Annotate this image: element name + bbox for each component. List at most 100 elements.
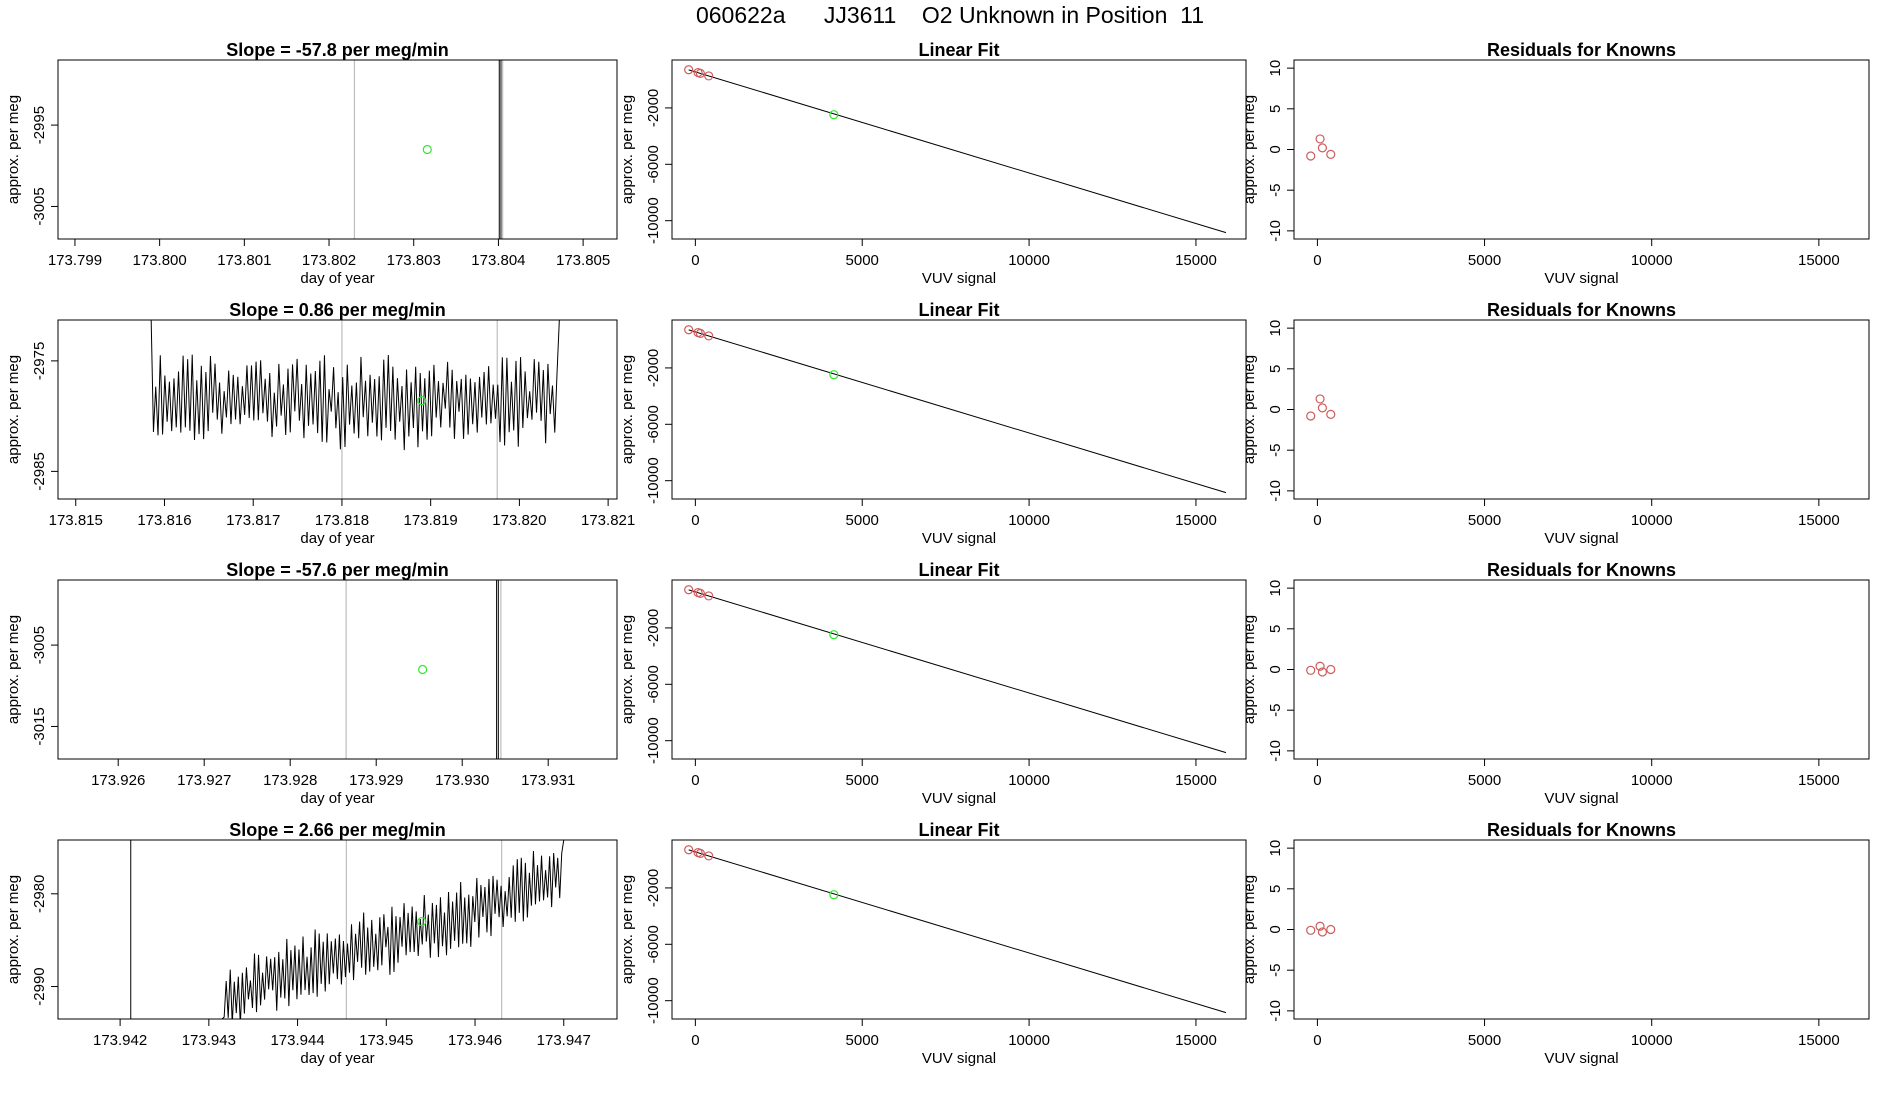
slope-r4-x-label: day of year (300, 1050, 374, 1067)
resid-r3-y-tick-label: 0 (1267, 665, 1284, 673)
fit-r3-frame (671, 579, 1247, 760)
slope-r1-frame (57, 59, 618, 240)
resid-r1-x-tick-label: 5000 (1468, 252, 1501, 269)
slope-r1-x-tick-label: 173.802 (302, 252, 356, 269)
slope-r1-plot-area (353, 60, 504, 239)
fit-r2-x-tick-label: 10000 (1008, 512, 1050, 529)
fit-r4-x-tick-label: 0 (691, 1032, 699, 1049)
fit-r3-known-point (695, 588, 705, 598)
fit-r4-frame (671, 839, 1247, 1020)
resid-r2-residual-point (1326, 409, 1336, 419)
resid-r4-x-tick-label: 15000 (1798, 1032, 1840, 1049)
slope-r4-unknown-point (417, 917, 427, 927)
resid-r2-y-tick-label: 0 (1267, 405, 1284, 413)
resid-r4-residual-point (1315, 921, 1325, 931)
fit-r1-plot-area (684, 65, 1227, 234)
fit-r2-fit-line (688, 329, 1227, 494)
resid-r4-y-tick-label: -10 (1267, 1000, 1284, 1022)
resid-r2-x-label: VUV signal (1544, 530, 1618, 547)
resid-r2-frame (1293, 319, 1870, 500)
slope-r1-x-label: day of year (300, 270, 374, 287)
resid-r4-plot-area (1306, 921, 1336, 937)
slope-r2-y-label: approx. per meg (5, 355, 22, 464)
resid-r2-x-tick-label: 0 (1313, 512, 1321, 529)
resid-r4-title: Residuals for Knowns (1487, 820, 1676, 840)
fit-r1-known-point (695, 68, 705, 78)
slope-r4-x-tick-label: 173.947 (537, 1032, 591, 1049)
resid-r4-x-tick-label: 5000 (1468, 1032, 1501, 1049)
fit-r4-y-tick-label: -6000 (645, 925, 662, 963)
slope-r3-x-tick-label: 173.930 (435, 772, 489, 789)
fit-r2-plot-area (684, 325, 1227, 494)
resid-r4-y-tick-label: 0 (1267, 925, 1284, 933)
resid-r1-x-tick-label: 10000 (1631, 252, 1673, 269)
slope-r3-x-tick-label: 173.926 (91, 772, 145, 789)
resid-r1-x-tick-label: 15000 (1798, 252, 1840, 269)
slope-r1-x-tick-label: 173.805 (556, 252, 610, 269)
resid-r4-residual-point (1326, 924, 1336, 935)
slope-r2-x-tick-label: 173.815 (49, 512, 103, 529)
slope-r4-x-tick-label: 173.945 (359, 1032, 413, 1049)
fit-r1-unknown-point (829, 110, 839, 120)
fit-r3-x-tick-label: 0 (691, 772, 699, 789)
slope-r1-x-tick-label: 173.804 (471, 252, 525, 269)
slope-r3-panel: Slope = -57.6 per meg/min 173.926 173.927 1… (5, 560, 618, 807)
fit-r2-y-tick-label: -6000 (645, 405, 662, 443)
fit-r1-y-tick-label: -2000 (645, 89, 662, 127)
fit-r4-y-tick-label: -2000 (645, 869, 662, 907)
fit-r2-panel: Linear Fit 0 5000 10000 15000 VUV signal -1000… (619, 300, 1247, 547)
resid-r2-y-tick-label: -10 (1267, 480, 1284, 502)
slope-r3-y-tick-label: -3005 (31, 626, 48, 664)
resid-r1-x-tick-label: 0 (1313, 252, 1321, 269)
resid-r1-residual-point (1315, 134, 1325, 144)
slope-r4-x-tick-label: 173.943 (182, 1032, 236, 1049)
resid-r4-residual-point (1306, 925, 1316, 935)
fit-r2-y-tick-label: -10000 (645, 457, 662, 504)
fit-r2-x-tick-label: 15000 (1175, 512, 1217, 529)
slope-r2-plot-area (150, 320, 560, 499)
resid-r2-x-tick-label: 10000 (1631, 512, 1673, 529)
fit-r4-unknown-point (829, 890, 839, 900)
fit-r2-y-tick-label: -2000 (645, 349, 662, 387)
slope-r2-unknown-point (417, 396, 427, 406)
resid-r3-residual-point (1326, 664, 1336, 675)
fit-r1-x-tick-label: 10000 (1008, 252, 1050, 269)
fit-r1-frame (671, 59, 1247, 240)
fit-r1-x-tick-label: 0 (691, 252, 699, 269)
fit-r3-fit-line (688, 589, 1227, 754)
slope-r2-x-tick-label: 173.820 (492, 512, 546, 529)
fit-r4-x-tick-label: 5000 (846, 1032, 879, 1049)
resid-r4-y-label: approx. per meg (1241, 875, 1258, 984)
resid-r3-y-tick-label: 10 (1267, 580, 1284, 597)
slope-r4-plot-area (130, 840, 565, 1019)
resid-r3-plot-area (1306, 661, 1336, 677)
fit-r4-known-point (704, 851, 714, 861)
slope-r1-y-tick-label: -3005 (31, 187, 48, 225)
resid-r2-title: Residuals for Knowns (1487, 300, 1676, 320)
resid-r4-y-tick-label: -5 (1267, 964, 1284, 977)
resid-r2-y-label: approx. per meg (1241, 355, 1258, 464)
fit-r2-x-tick-label: 0 (691, 512, 699, 529)
position-description: O2 Unknown in Position (921, 2, 1168, 28)
fit-r3-y-tick-label: -2000 (645, 609, 662, 647)
resid-r1-residual-point (1306, 151, 1316, 161)
resid-r1-y-tick-label: -5 (1267, 184, 1284, 197)
fit-r1-x-tick-label: 5000 (846, 252, 879, 269)
slope-r2-x-tick-label: 173.819 (404, 512, 458, 529)
fit-r4-title: Linear Fit (918, 820, 999, 840)
position-number: 11 (1180, 2, 1205, 28)
fit-r4-known-point (695, 848, 705, 858)
slope-r3-x-tick-label: 173.929 (349, 772, 403, 789)
resid-r2-y-tick-label: 5 (1267, 365, 1284, 373)
resid-r1-y-tick-label: 0 (1267, 145, 1284, 153)
slope-r3-x-tick-label: 173.931 (521, 772, 575, 789)
fit-r2-y-label: approx. per meg (619, 355, 636, 464)
slope-r1-unknown-point (422, 144, 432, 155)
resid-r2-residual-point (1315, 394, 1325, 404)
resid-r1-y-tick-label: 5 (1267, 105, 1284, 113)
resid-r1-title: Residuals for Knowns (1487, 40, 1676, 60)
fit-r3-title: Linear Fit (918, 560, 999, 580)
slope-r1-y-tick-label: -2995 (31, 106, 48, 144)
resid-r3-y-tick-label: -10 (1267, 740, 1284, 762)
